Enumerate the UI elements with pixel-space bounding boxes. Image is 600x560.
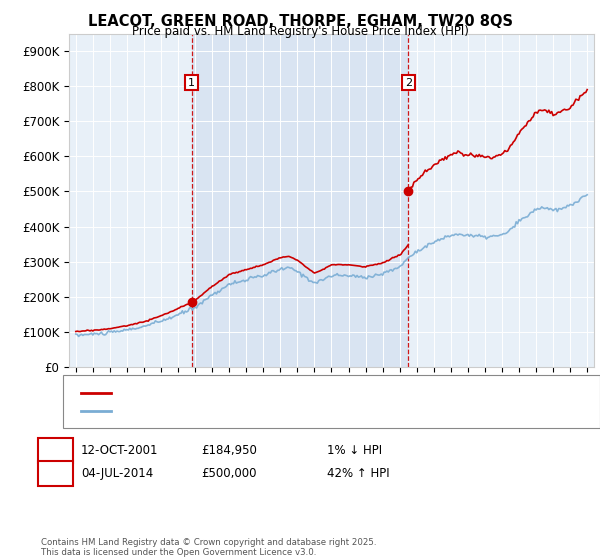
Text: LEACOT, GREEN ROAD, THORPE, EGHAM, TW20 8QS: LEACOT, GREEN ROAD, THORPE, EGHAM, TW20 … bbox=[88, 14, 512, 29]
Text: £184,950: £184,950 bbox=[201, 444, 257, 458]
Text: 12-OCT-2001: 12-OCT-2001 bbox=[81, 444, 158, 458]
Text: 1: 1 bbox=[51, 444, 59, 458]
Text: 42% ↑ HPI: 42% ↑ HPI bbox=[327, 466, 389, 480]
Text: 2: 2 bbox=[404, 78, 412, 88]
Text: Price paid vs. HM Land Registry's House Price Index (HPI): Price paid vs. HM Land Registry's House … bbox=[131, 25, 469, 38]
Bar bbox=[191, 34, 408, 367]
Text: LEACOT, GREEN ROAD, THORPE, EGHAM, TW20 8QS (semi-detached house): LEACOT, GREEN ROAD, THORPE, EGHAM, TW20 … bbox=[117, 388, 533, 398]
Text: 2: 2 bbox=[51, 466, 59, 480]
Text: £500,000: £500,000 bbox=[201, 466, 257, 480]
Text: 1: 1 bbox=[188, 78, 195, 88]
Text: HPI: Average price, semi-detached house, Runnymede: HPI: Average price, semi-detached house,… bbox=[117, 406, 415, 416]
Text: Contains HM Land Registry data © Crown copyright and database right 2025.
This d: Contains HM Land Registry data © Crown c… bbox=[41, 538, 376, 557]
Text: 04-JUL-2014: 04-JUL-2014 bbox=[81, 466, 153, 480]
Text: 1% ↓ HPI: 1% ↓ HPI bbox=[327, 444, 382, 458]
